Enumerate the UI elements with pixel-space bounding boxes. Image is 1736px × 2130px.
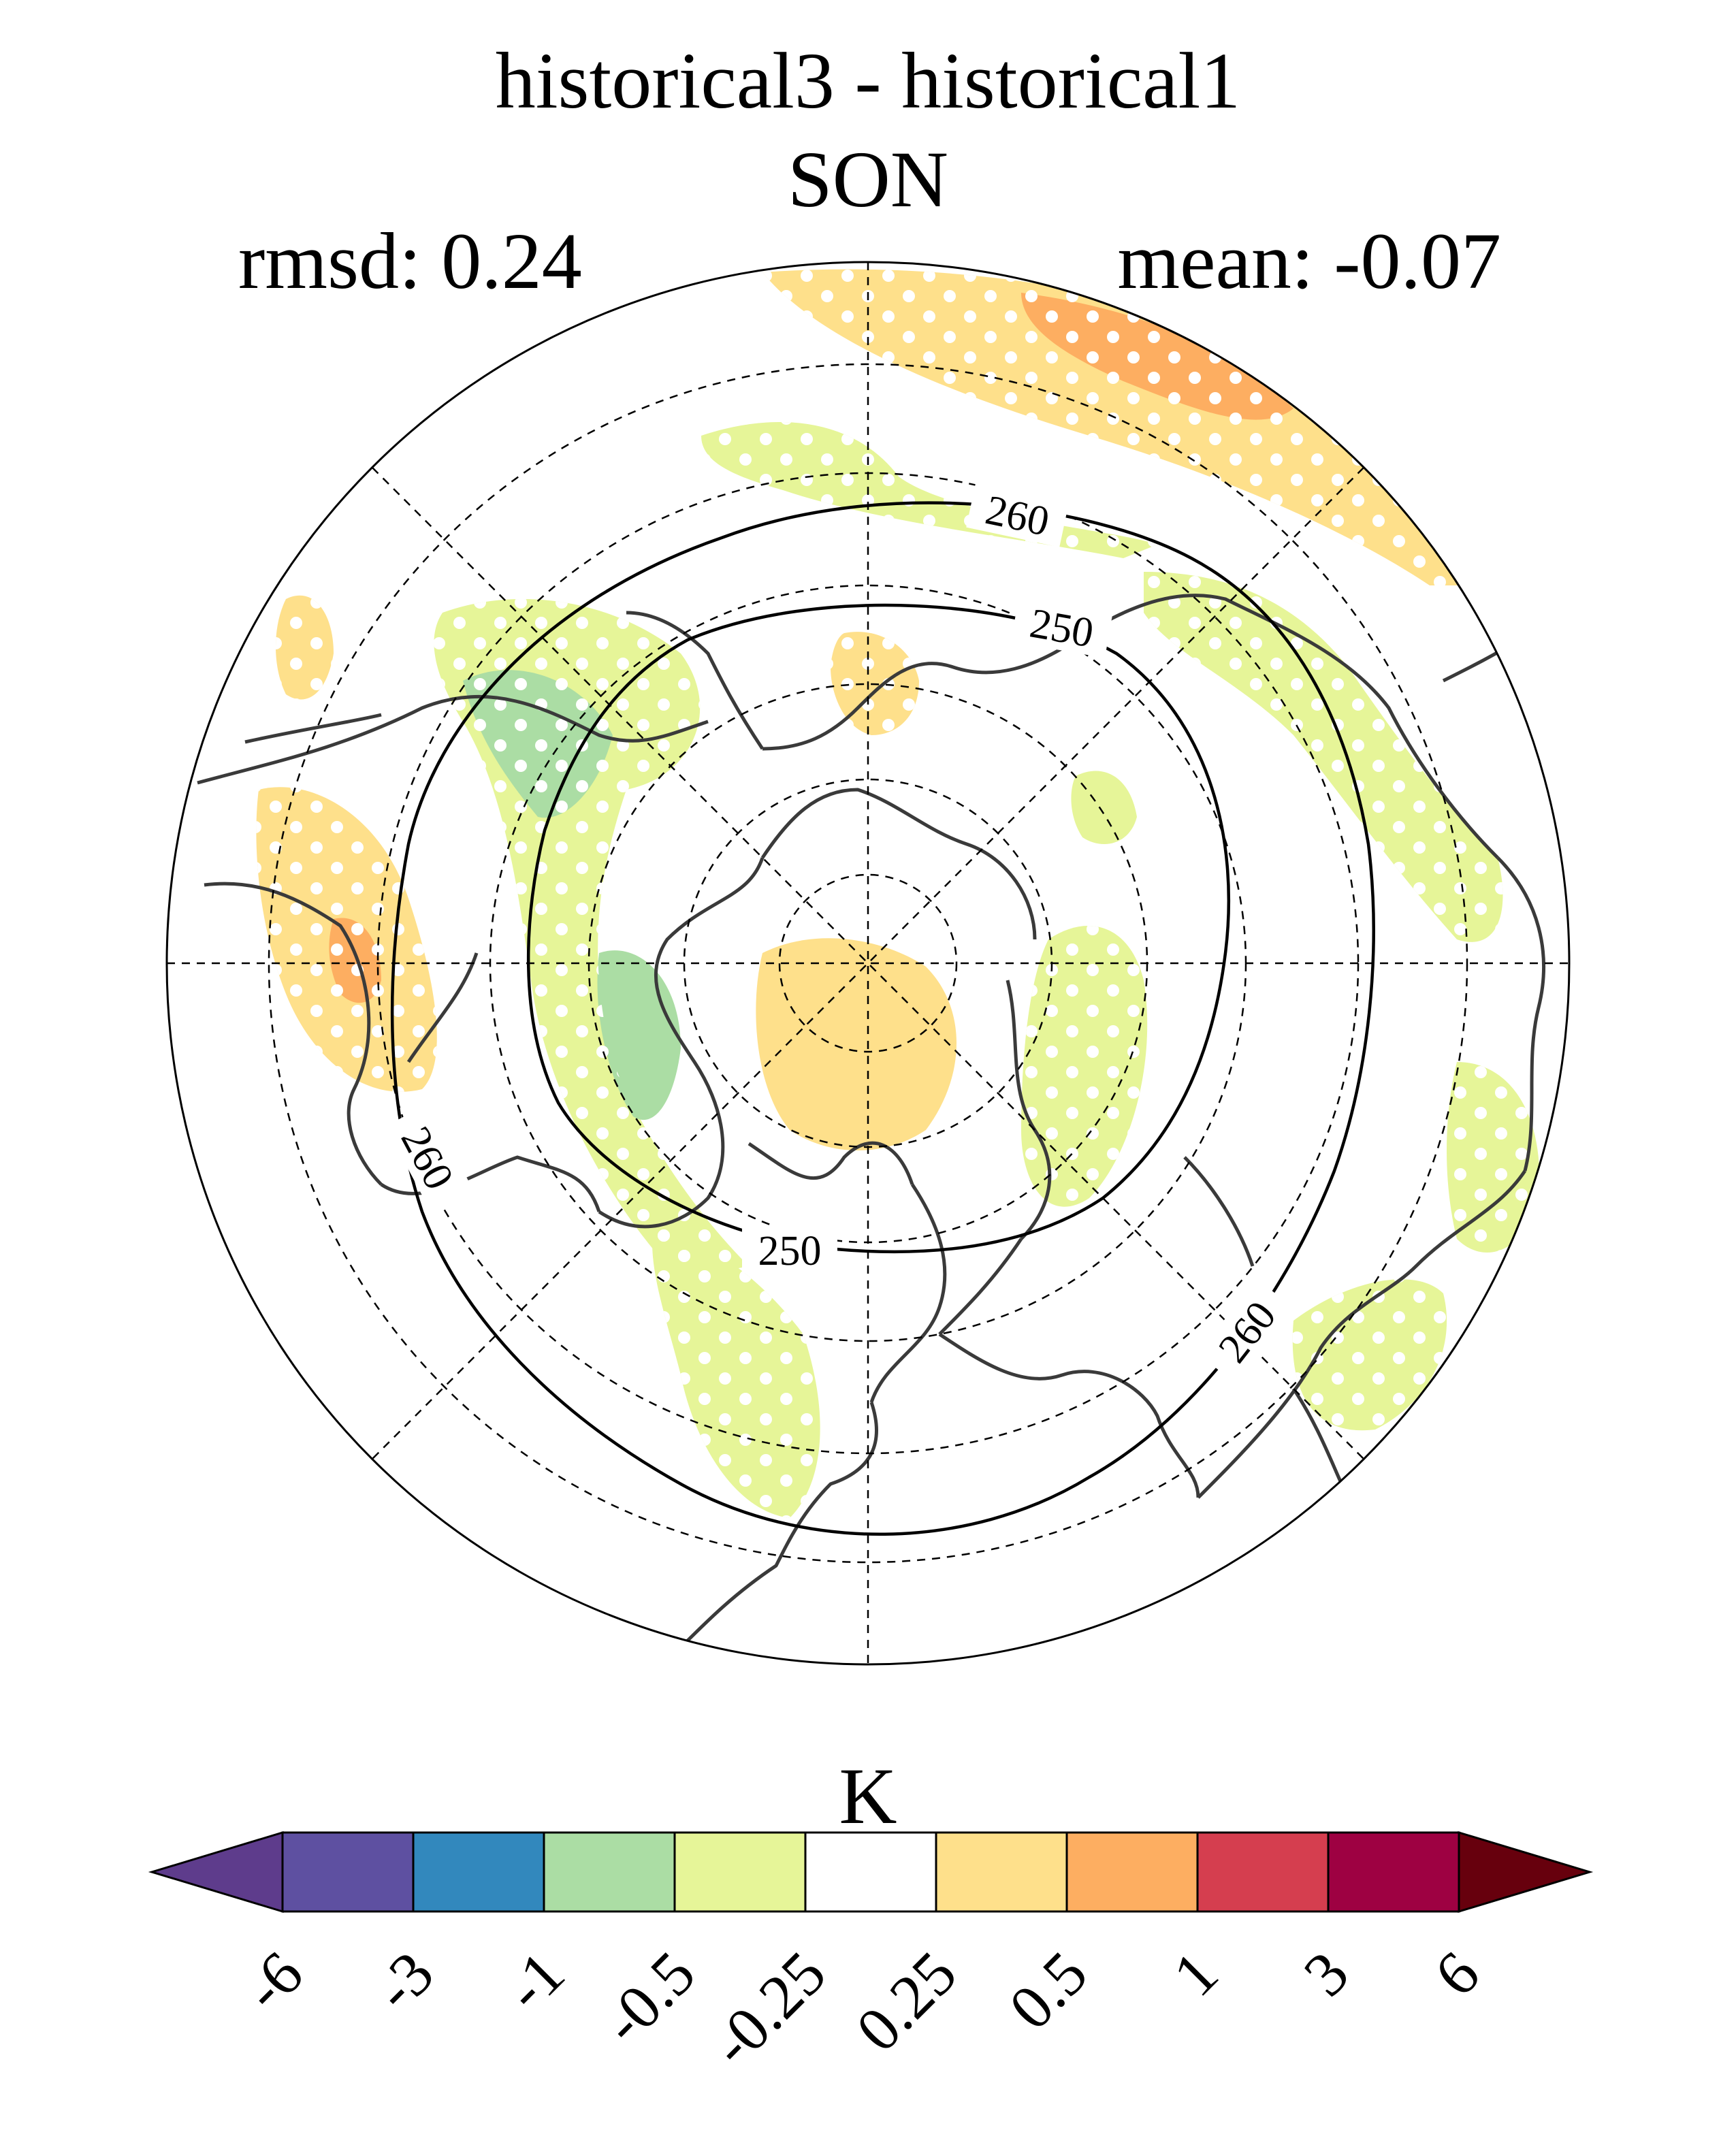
- colorbar-bin: [935, 1831, 1068, 1913]
- colorbar-bin: [1065, 1831, 1199, 1913]
- warm-anomaly-arctic-ocean: [756, 938, 957, 1150]
- colorbar-bin: [412, 1831, 545, 1913]
- colorbar-bin: [543, 1831, 676, 1913]
- cool-anomaly-greenland-east: [1071, 771, 1137, 844]
- mean-label: mean: -0.07: [1117, 216, 1501, 306]
- colorbar-tick-label: -0.25: [698, 1938, 839, 2080]
- map-boundary: [165, 261, 1571, 1666]
- colorbar-extend-high: [1458, 1830, 1594, 1914]
- colorbar-bin: [804, 1831, 937, 1913]
- colorbar-tick-label: 1: [1159, 1938, 1231, 2010]
- colorbar-tick-label: 3: [1290, 1938, 1362, 2010]
- colorbar-unit-label: K: [839, 1752, 897, 1841]
- contour-label: 250: [1027, 600, 1097, 656]
- graticule: [167, 262, 1569, 1664]
- colorbar-tick-label: 0.5: [996, 1938, 1100, 2042]
- colorbar-tick-label: 6: [1421, 1938, 1492, 2010]
- contour-labels: 260 250 260 250 260: [385, 481, 1294, 1383]
- polar-map: 260 250 260 250 260: [165, 261, 1571, 1666]
- rmsd-label: rmsd: 0.24: [238, 216, 582, 306]
- temperature-contours: [390, 501, 1375, 1536]
- plot-subtitle-season: SON: [787, 135, 949, 224]
- colorbar-tick-label: -0.5: [589, 1938, 708, 2057]
- colorbar-tick-label: -3: [361, 1938, 447, 2024]
- colorbar-tick-label: -6: [230, 1938, 316, 2024]
- colorbar-tick-label: 0.25: [843, 1938, 969, 2065]
- colorbar-tick-label: -1: [492, 1938, 577, 2024]
- coastlines: [197, 594, 1545, 1649]
- contour-label: 250: [758, 1228, 822, 1274]
- colorbar-bin: [673, 1831, 807, 1913]
- plot-title: historical3 - historical1: [495, 36, 1241, 125]
- colorbar-extend-low: [148, 1830, 284, 1914]
- contour-260: [390, 501, 1375, 1536]
- colorbar-bin: [1196, 1831, 1330, 1913]
- contour-250: [526, 603, 1231, 1254]
- colorbar-bin: [1327, 1831, 1460, 1913]
- colorbar-bin: [281, 1831, 415, 1913]
